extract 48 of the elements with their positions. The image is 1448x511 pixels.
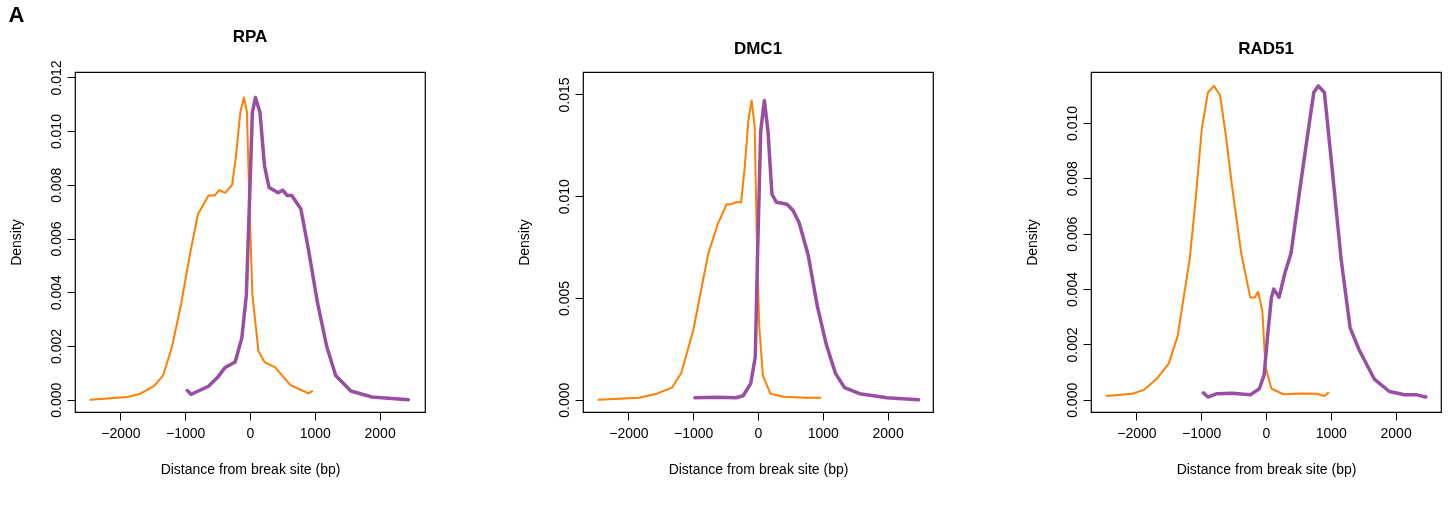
y-tick-label: 0.002 bbox=[47, 328, 64, 364]
x-tick-label: −2000 bbox=[609, 424, 649, 441]
x-axis-title: Distance from break site (bp) bbox=[1176, 460, 1357, 477]
x-tick-label: 0 bbox=[246, 424, 255, 441]
y-tick-label: 0.008 bbox=[47, 167, 64, 203]
text: A bbox=[8, 2, 25, 28]
line-series bbox=[693, 98, 921, 402]
y-axis-title: Density bbox=[515, 219, 532, 266]
x-tick-label: 2000 bbox=[364, 424, 396, 441]
y-tick-label: 0.000 bbox=[1063, 382, 1080, 418]
x-tick-label: 0 bbox=[754, 424, 763, 441]
x-tick-label: −1000 bbox=[166, 424, 206, 441]
x-tick-label: −1000 bbox=[674, 424, 714, 441]
y-tick-label: 0.002 bbox=[1063, 327, 1080, 363]
y-axis-title: Density bbox=[1023, 219, 1040, 266]
line-series bbox=[185, 95, 411, 402]
x-tick-label: 0 bbox=[1262, 424, 1271, 441]
y-tick-label: 0.015 bbox=[555, 77, 572, 113]
x-tick-label: 1000 bbox=[299, 424, 332, 441]
chart-title: DMC1 bbox=[733, 39, 783, 58]
y-tick-label: 0.000 bbox=[555, 382, 572, 418]
x-axis-title: Distance from break site (bp) bbox=[160, 460, 341, 477]
chart-title: RPA bbox=[232, 26, 268, 46]
y-tick-label: 0.010 bbox=[555, 178, 572, 215]
y-tick-label: 0.000 bbox=[47, 382, 64, 418]
x-axis-title: Distance from break site (bp) bbox=[668, 460, 849, 477]
x-tick-label: −1000 bbox=[1182, 424, 1222, 441]
y-tick-label: 0.012 bbox=[47, 60, 64, 96]
y-tick-label: 0.005 bbox=[555, 280, 572, 317]
line-series bbox=[1201, 84, 1428, 399]
y-tick-label: 0.004 bbox=[1063, 271, 1080, 308]
chart-title: RAD51 bbox=[1238, 39, 1294, 58]
y-tick-label: 0.010 bbox=[47, 113, 64, 150]
y-tick-label: 0.010 bbox=[1063, 105, 1080, 141]
x-tick-label: 2000 bbox=[872, 424, 904, 441]
x-tick-label: −2000 bbox=[101, 424, 141, 441]
y-axis-title: Density bbox=[7, 219, 24, 266]
x-tick-label: 1000 bbox=[807, 424, 840, 441]
x-tick-label: 2000 bbox=[1380, 424, 1412, 441]
y-tick-label: 0.004 bbox=[47, 275, 64, 311]
line-series bbox=[1105, 84, 1330, 397]
y-tick-label: 0.006 bbox=[1063, 216, 1080, 252]
y-tick-label: 0.006 bbox=[47, 221, 64, 257]
x-tick-label: −2000 bbox=[1117, 424, 1157, 441]
y-tick-label: 0.008 bbox=[1063, 161, 1080, 197]
x-tick-label: 1000 bbox=[1315, 424, 1348, 441]
line-series bbox=[89, 96, 314, 401]
line-series bbox=[597, 99, 822, 401]
